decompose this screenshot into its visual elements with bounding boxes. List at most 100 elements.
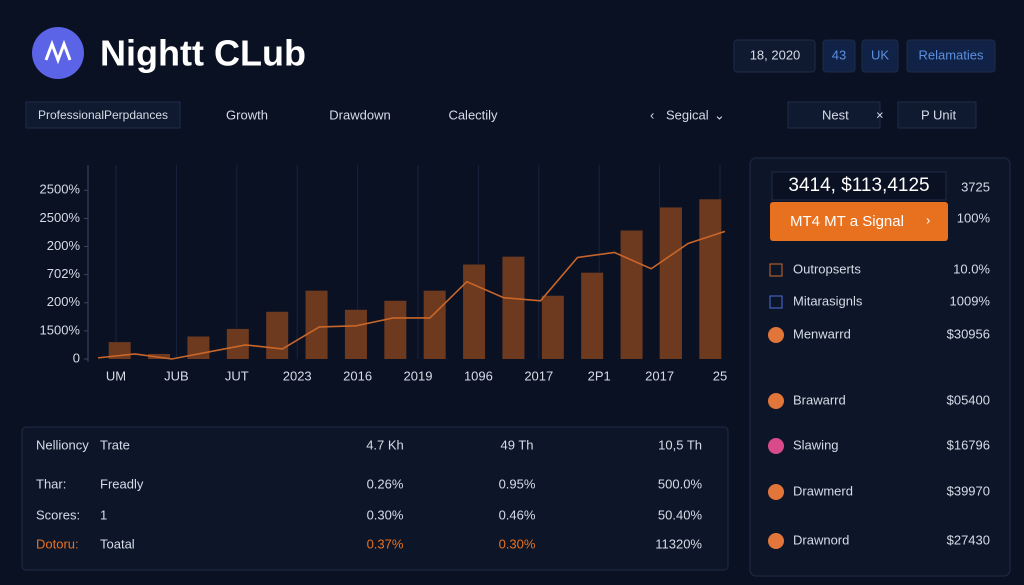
row-label: Mitarasignls [793,293,863,308]
bar [305,290,328,359]
table-cell: 0.30% [499,536,536,551]
y-tick-label: 0 [73,350,80,365]
row-value: $05400 [947,392,990,407]
table-cell: 0.95% [499,476,536,491]
table-cell: 500.0% [658,476,703,491]
table-cell: 0.46% [499,507,536,522]
bar [620,230,643,359]
table-cell: Nellioncy [36,437,89,452]
chevron: ‹ [650,107,654,122]
row-label: Outropserts [793,261,861,276]
y-tick-label: 1500% [40,322,81,337]
row-value: $39970 [947,483,990,498]
row-value: $16796 [947,437,990,452]
bar [699,199,722,359]
bar [266,311,289,359]
headline: 3414, $113,4125 [788,175,929,196]
x-tick-label: 2017 [524,368,553,383]
x-tick-label: JUT [225,368,249,383]
header-button-label: 18, 2020 [750,47,801,62]
header-button[interactable] [861,39,899,73]
logo [32,27,84,79]
table-cell: 0.26% [367,476,404,491]
y-tick-label: 2500% [40,182,81,197]
app-title: Nightt CLub [100,33,306,74]
action-box [897,101,977,129]
row-label: Drawnord [793,532,849,547]
tab[interactable]: ProfessionalPerpdances [38,108,168,122]
x-tick-label: 1096 [464,368,493,383]
row-label: Slawing [793,437,839,452]
x-tick-label: UM [106,368,126,383]
table-cell: 0.37% [367,536,404,551]
tab[interactable]: Growth [226,107,268,122]
x-tick-label: 2019 [404,368,433,383]
table-cell: 0.30% [367,507,404,522]
stats-table [21,426,729,571]
action[interactable]: P Unit [921,107,957,122]
y-tick-label: 200% [47,238,81,253]
header-button[interactable] [733,39,816,73]
table-cell: Freadly [100,476,144,491]
tab[interactable]: Calectily [448,107,498,122]
bar [344,309,367,359]
close-icon: × [876,107,884,122]
bar [226,328,249,359]
row-label: Brawarrd [793,392,846,407]
tab[interactable]: Drawdown [329,107,390,122]
logo-icon [44,39,72,65]
header-button-label: UK [871,47,889,62]
row-icon [768,327,784,343]
table-cell: Thar: [36,476,66,491]
signal-button[interactable] [770,202,948,241]
row-icon [768,438,784,454]
button-arrow: › [926,212,930,227]
table-cell: 49 Th [500,437,533,452]
headline-value: 3725 [961,179,990,194]
dropdown-caret: ⌄ [714,107,725,122]
row-icon [768,533,784,549]
dropdown[interactable]: Segical [666,107,709,122]
bar [541,295,564,359]
table-cell: Dotoru: [36,536,79,551]
header-button[interactable] [906,39,996,73]
row-icon [768,484,784,500]
button-label: MT4 MT a Signal [790,213,904,230]
row-icon [769,295,783,309]
bar [423,290,446,359]
tab-box [25,101,181,129]
action[interactable]: Nest [822,107,849,122]
table-cell: Toatal [100,536,135,551]
row-value: $30956 [947,326,990,341]
bar [463,264,486,359]
header-button[interactable] [822,39,856,73]
side-panel [749,157,1011,577]
x-tick-label: 2016 [343,368,372,383]
row-label: Menwarrd [793,326,851,341]
table-cell: Scores: [36,507,80,522]
y-tick-label: 2500% [40,210,81,225]
bar [502,256,525,359]
button-value: 100% [957,210,991,225]
table-cell: 1 [100,507,107,522]
header-button-label: Relamaties [918,47,984,62]
trend-line [97,230,726,360]
x-tick-label: 25 [713,368,727,383]
x-tick-label: 2P1 [588,368,611,383]
table-cell: 11320% [655,536,702,551]
bar [581,272,604,359]
row-value: 10.0% [953,261,990,276]
row-icon [769,263,783,277]
table-cell: 4.7 Kh [366,437,404,452]
table-cell: 50.40% [658,507,703,522]
bar [659,207,682,359]
row-value: 1009% [950,293,991,308]
y-tick-label: 702% [47,266,81,281]
row-icon [768,393,784,409]
y-tick-label: 200% [47,294,81,309]
row-label: Drawmerd [793,483,853,498]
x-tick-label: JUB [164,368,189,383]
table-cell: 10,5 Th [658,437,702,452]
table-cell: Trate [100,437,130,452]
x-tick-label: 2023 [283,368,312,383]
